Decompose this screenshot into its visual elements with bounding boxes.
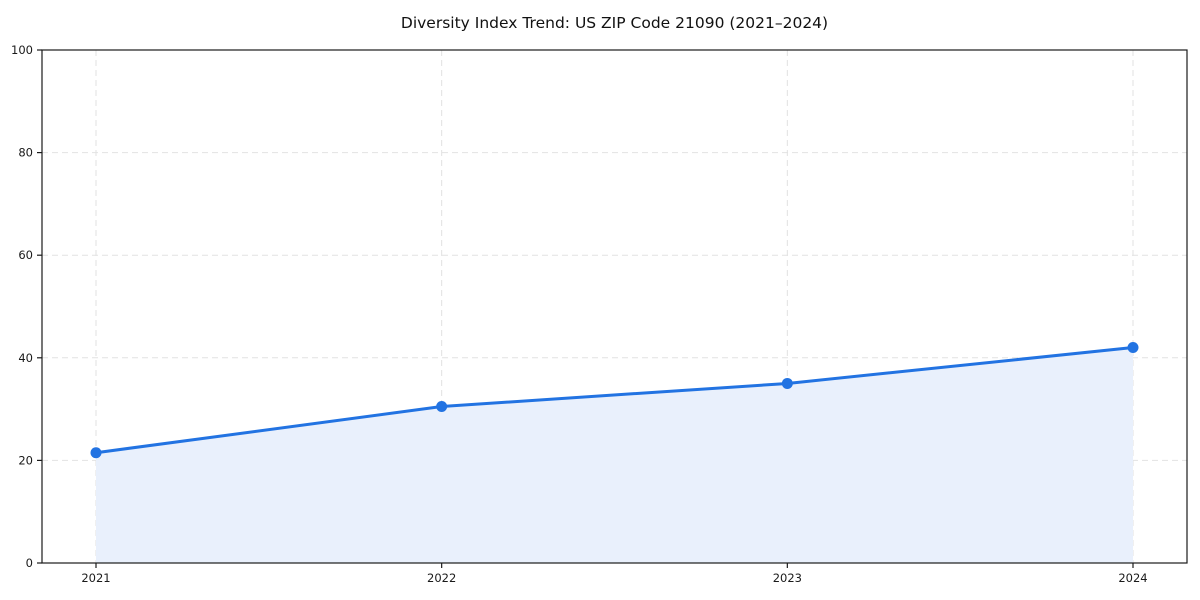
data-point bbox=[1127, 342, 1139, 354]
x-tick-label: 2024 bbox=[1118, 571, 1147, 585]
y-tick-label: 100 bbox=[11, 43, 33, 57]
area-fill bbox=[96, 347, 1133, 563]
data-point bbox=[781, 377, 793, 389]
data-point bbox=[90, 447, 102, 459]
y-tick-label: 0 bbox=[26, 556, 33, 570]
y-tick-label: 80 bbox=[18, 146, 33, 160]
y-tick-label: 40 bbox=[18, 351, 33, 365]
y-tick-label: 20 bbox=[18, 453, 33, 467]
data-point bbox=[436, 401, 448, 413]
x-tick-label: 2023 bbox=[773, 571, 802, 585]
plot-border bbox=[41, 49, 1188, 564]
trend-line bbox=[94, 346, 1135, 455]
chart-title: Diversity Index Trend: US ZIP Code 21090… bbox=[400, 14, 829, 32]
x-tick-label: 2022 bbox=[427, 571, 456, 585]
x-tick-label: 2021 bbox=[81, 571, 110, 585]
y-tick-label: 60 bbox=[18, 248, 33, 262]
